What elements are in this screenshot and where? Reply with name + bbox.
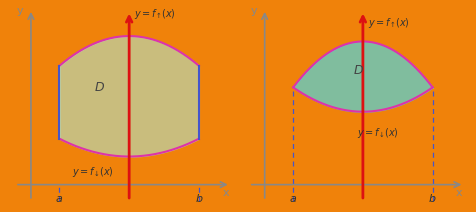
Text: $a$: $a$: [55, 194, 63, 204]
Text: x: x: [455, 188, 462, 198]
Text: $b$: $b$: [194, 192, 203, 204]
Text: $y=f_{\!\downarrow}\!(x)$: $y=f_{\!\downarrow}\!(x)$: [72, 166, 114, 179]
Text: $D$: $D$: [94, 81, 105, 94]
Text: $a$: $a$: [288, 194, 297, 204]
Text: $b$: $b$: [427, 192, 436, 204]
Text: y: y: [17, 6, 24, 17]
Text: x: x: [222, 188, 228, 198]
Text: $y=f_{\!\uparrow}\!(x)$: $y=f_{\!\uparrow}\!(x)$: [134, 7, 176, 21]
Text: $y=f_{\!\uparrow}\!(x)$: $y=f_{\!\uparrow}\!(x)$: [367, 16, 409, 30]
Text: $D$: $D$: [353, 64, 364, 77]
Text: y: y: [250, 6, 257, 17]
Text: $y=f_{\!\downarrow}\!(x)$: $y=f_{\!\downarrow}\!(x)$: [356, 127, 397, 140]
